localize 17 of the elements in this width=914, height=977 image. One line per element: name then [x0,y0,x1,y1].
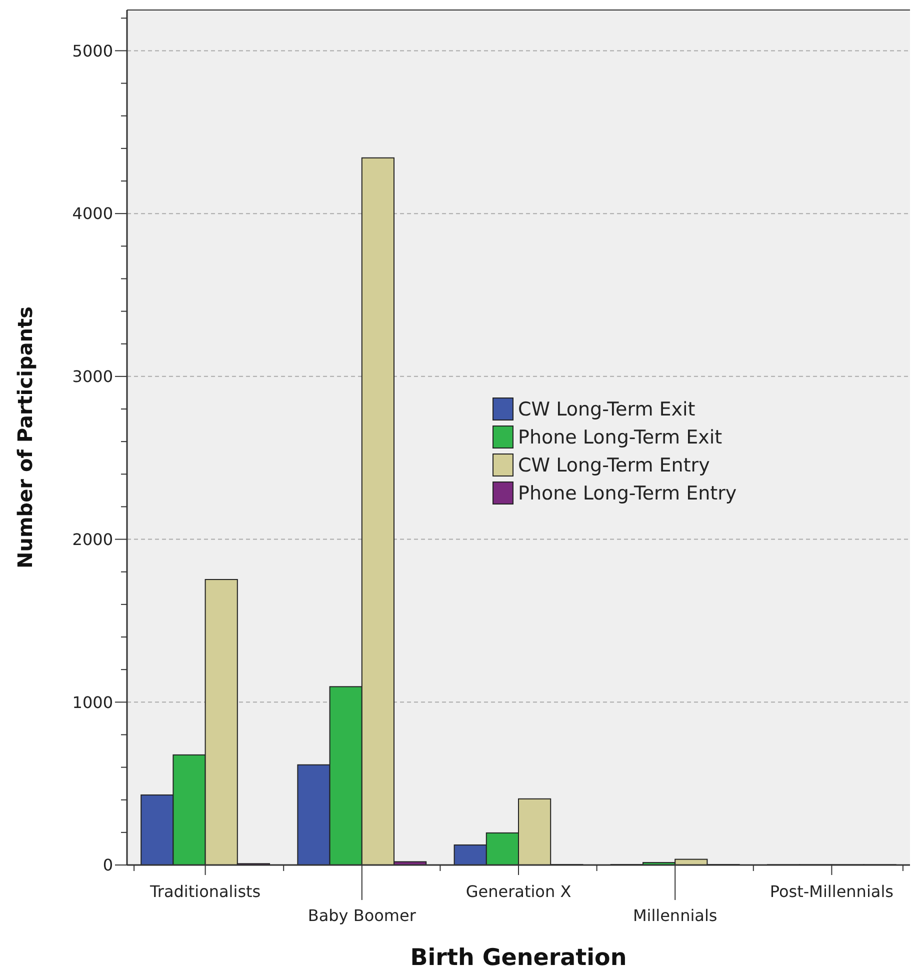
x-tick-label: Generation X [466,882,572,901]
y-tick-label: 5000 [72,41,113,60]
x-tick-label: Traditionalists [148,882,261,901]
legend-label: CW Long-Term Entry [518,454,710,477]
y-tick-label: 0 [102,856,113,875]
legend-label: Phone Long-Term Entry [518,482,737,505]
x-tick-label: Post-Millennials [770,882,894,901]
y-tick-label: 2000 [72,530,113,549]
y-axis-title: Number of Participants [13,306,37,569]
x-tick-label: Baby Boomer [308,906,416,925]
x-axis-title: Birth Generation [410,945,627,971]
y-tick-label: 3000 [72,367,113,386]
legend-label: Phone Long-Term Exit [518,426,722,449]
y-tick-label: 4000 [72,204,113,224]
x-tick-label: Millennials [632,906,718,925]
legend-label: CW Long-Term Exit [518,398,696,421]
y-tick-label: 1000 [72,692,113,712]
